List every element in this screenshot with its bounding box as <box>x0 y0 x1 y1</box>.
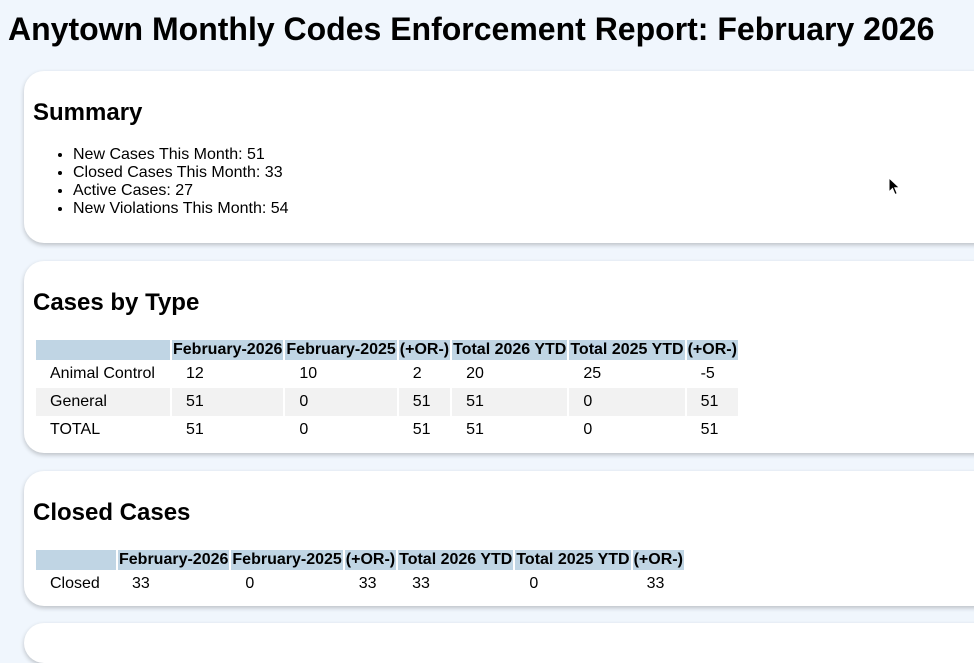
page-title: Anytown Monthly Codes Enforcement Report… <box>8 11 935 47</box>
table-cell: 51 <box>466 421 484 438</box>
column-header: Total 2025 YTD <box>569 340 685 360</box>
table-cell: -5 <box>700 365 715 382</box>
column-header: (+OR-) <box>686 340 738 360</box>
column-header <box>36 550 116 570</box>
column-header: (+OR-) <box>632 550 684 570</box>
table-cell: 25 <box>583 365 602 382</box>
table-cell: 0 <box>299 421 309 438</box>
summary-heading: Summary <box>33 99 143 126</box>
table-cell: 51 <box>186 421 204 438</box>
table-cell: 0 <box>569 388 685 416</box>
table-cell: 33 <box>132 575 150 592</box>
table-cell: 33 <box>358 575 377 592</box>
column-header: (+OR-) <box>344 550 397 570</box>
table-cell: 2 <box>412 365 422 382</box>
summary-item-new-cases: New Cases This Month: 51 <box>73 146 289 164</box>
summary-item-new-violations: New Violations This Month: 54 <box>73 200 289 218</box>
closed-cases-heading: Closed Cases <box>33 499 191 526</box>
column-header: February-2026 <box>172 340 284 360</box>
column-header: Total 2026 YTD <box>452 340 568 360</box>
table-cell: 51 <box>686 388 738 416</box>
table-cell: 51 <box>172 388 284 416</box>
cases-by-type-card: Cases by Type February-2026 February-202… <box>24 261 974 453</box>
row-label: General <box>36 388 170 416</box>
summary-list: New Cases This Month: 51 Closed Cases Th… <box>73 146 289 218</box>
summary-item-active-cases: Active Cases: 27 <box>73 182 289 200</box>
table-cell: 0 <box>245 575 255 592</box>
mouse-pointer-icon <box>888 177 901 196</box>
closed-cases-table: February-2026 February-2025 (+OR-) Total… <box>34 550 686 598</box>
table-cell: 51 <box>398 388 451 416</box>
table-cell: 12 <box>186 365 204 382</box>
column-header: (+OR-) <box>398 340 451 360</box>
row-label: Animal Control <box>50 365 155 382</box>
row-label: Closed <box>50 575 100 592</box>
table-cell: 10 <box>299 365 318 382</box>
column-header: Total 2026 YTD <box>398 550 514 570</box>
column-header: February-2025 <box>285 340 397 360</box>
closed-cases-card: Closed Cases February-2026 February-2025… <box>24 471 974 606</box>
table-cell: 51 <box>452 388 568 416</box>
column-header: February-2025 <box>231 550 343 570</box>
table-cell: 51 <box>700 421 719 438</box>
summary-item-closed-cases: Closed Cases This Month: 33 <box>73 164 289 182</box>
cases-by-type-heading: Cases by Type <box>33 289 200 316</box>
table-cell: 20 <box>466 365 484 382</box>
cases-by-type-table: February-2026 February-2025 (+OR-) Total… <box>34 340 740 444</box>
next-section-card <box>24 623 974 663</box>
table-header-row: February-2026 February-2025 (+OR-) Total… <box>36 340 738 360</box>
table-cell: 0 <box>583 421 593 438</box>
table-cell: 33 <box>412 575 430 592</box>
summary-card: Summary New Cases This Month: 51 Closed … <box>24 71 974 243</box>
column-header <box>36 340 170 360</box>
table-header-row: February-2026 February-2025 (+OR-) Total… <box>36 550 684 570</box>
table-row: Animal Control 12 10 2 20 25 -5 <box>36 360 738 388</box>
table-cell: 0 <box>285 388 397 416</box>
column-header: Total 2025 YTD <box>515 550 631 570</box>
table-cell: 0 <box>529 575 539 592</box>
table-cell: 33 <box>646 575 665 592</box>
row-label: TOTAL <box>50 421 101 438</box>
column-header: February-2026 <box>118 550 230 570</box>
table-row: TOTAL 51 0 51 51 0 51 <box>36 416 738 444</box>
table-row: General 51 0 51 51 0 51 <box>36 388 738 416</box>
table-row: Closed 33 0 33 33 0 33 <box>36 570 684 598</box>
table-cell: 51 <box>412 421 431 438</box>
